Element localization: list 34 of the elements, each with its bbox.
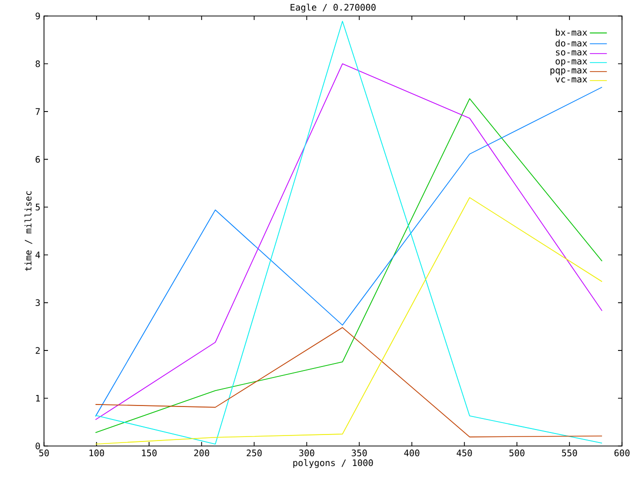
x-tick-label: 50	[39, 450, 49, 456]
x-tick-label: 350	[352, 450, 367, 456]
chart-title: Eagle / 0.270000	[290, 4, 376, 12]
legend-label: pqp-max	[550, 68, 588, 76]
legend-label: so-max	[556, 50, 588, 56]
x-tick-label: 500	[509, 450, 524, 456]
x-tick-label: 150	[142, 450, 157, 456]
line-series	[95, 327, 602, 438]
y-tick-label: 5	[36, 204, 40, 210]
legend-label: vc-max	[556, 77, 588, 83]
x-tick-label: 250	[246, 450, 262, 456]
y-tick-label: 4	[36, 252, 40, 258]
legend-label: bx-max	[556, 28, 588, 36]
x-tick-label: 550	[562, 450, 577, 456]
x-tick-label: 200	[194, 450, 210, 456]
x-tick-label: 400	[404, 450, 420, 456]
x-tick-label: 300	[299, 450, 314, 456]
y-tick-label: 6	[36, 156, 40, 163]
y-tick-label: 3	[36, 299, 40, 306]
line-series	[95, 197, 602, 444]
y-tick-label: 9	[36, 12, 40, 20]
x-axis-title: polygons / 1000	[293, 459, 373, 468]
legend-label: op-max	[556, 59, 588, 66]
y-axis-title: time / millisec	[24, 191, 32, 271]
y-tick-label: 2	[36, 347, 40, 354]
y-tick-label: 1	[36, 394, 40, 402]
line-series	[95, 20, 602, 444]
y-tick-label: 7	[36, 108, 40, 115]
legend-label: do-max	[556, 40, 588, 47]
x-tick-label: 100	[90, 450, 104, 456]
x-tick-label: 600	[614, 450, 630, 456]
x-tick-label: 450	[456, 450, 472, 456]
y-tick-label: 8	[36, 60, 40, 68]
y-tick-label: 0	[36, 442, 40, 450]
